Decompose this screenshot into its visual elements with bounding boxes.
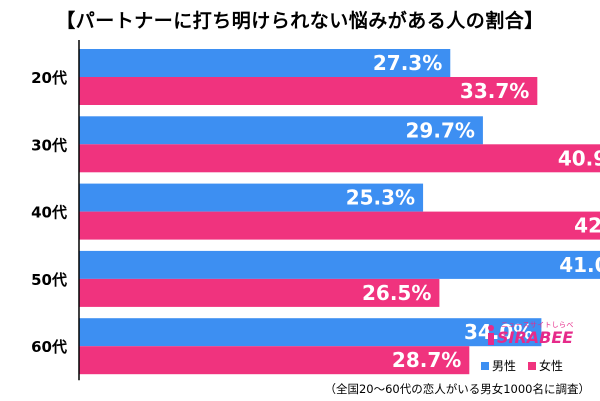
bar-label-male-2: 25.3%	[346, 186, 415, 210]
legend-swatch-female	[528, 361, 537, 370]
bar-male-0	[79, 49, 451, 77]
logo-wordmark: SIRABEE	[497, 328, 574, 347]
category-label-1: 30代	[31, 136, 67, 154]
sirabee-logo: ニュースサイトしらべぇ SIRABEE	[483, 318, 575, 348]
legend-item-female: 女性	[528, 357, 563, 374]
category-label-2: 40代	[31, 204, 67, 222]
legend: 男性 女性	[481, 357, 563, 374]
bar-label-male-3: 41.0%	[559, 253, 600, 277]
bar-label-male-4: 34.0%	[464, 320, 533, 344]
bar-label-male-0: 27.3%	[373, 51, 442, 75]
bar-male-1	[79, 116, 483, 145]
bar-male-4	[79, 318, 542, 347]
legend-item-male: 男性	[481, 357, 516, 374]
bar-male-3	[79, 250, 600, 279]
bar-male-2	[79, 183, 424, 212]
bar-female-2	[79, 211, 600, 240]
bar-label-female-3: 26.5%	[362, 281, 431, 305]
bar-female-0	[79, 77, 538, 105]
bar-label-male-1: 29.7%	[406, 118, 475, 142]
footnote: （全国20〜60代の恋人がいる男女1000名に調査）	[324, 382, 590, 396]
bar-female-3	[79, 278, 440, 307]
bar-female-1	[79, 144, 600, 173]
bar-female-4	[79, 346, 470, 375]
bar-label-female-4: 28.7%	[392, 348, 461, 372]
logo-mark-icon	[488, 325, 494, 345]
category-label-3: 50代	[31, 271, 67, 289]
category-label-4: 60代	[31, 338, 67, 356]
bar-label-female-1: 40.9%	[558, 146, 600, 170]
legend-swatch-male	[481, 361, 489, 370]
bar-label-female-2: 42.1%	[574, 214, 600, 238]
legend-label-male: 男性	[492, 359, 517, 373]
category-label-0: 20代	[31, 69, 67, 87]
chart-title: 【パートナーに打ち明けられない悩みがある人の割合】	[56, 10, 544, 32]
bar-label-female-0: 33.7%	[460, 79, 529, 103]
legend-label-female: 女性	[539, 359, 564, 373]
logo-tagline: ニュースサイトしらべぇ	[501, 321, 574, 339]
